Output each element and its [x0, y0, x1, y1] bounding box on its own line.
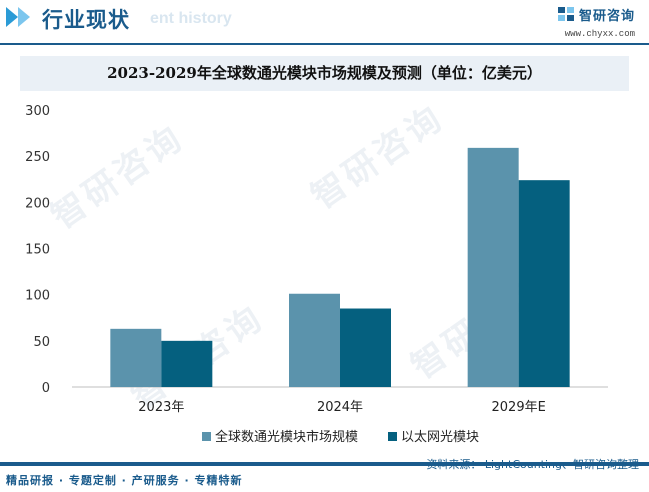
x-tick-label: 2024年 [317, 400, 363, 415]
page-footer: 精品研报 · 专题定制 · 产研服务 · 专精特新 [0, 462, 649, 492]
bar-market-size-0 [110, 328, 162, 387]
bar-market-size-2 [467, 147, 519, 387]
y-tick-label: 200 [25, 196, 50, 211]
y-tick-label: 250 [25, 150, 50, 165]
bar-market-size-1 [289, 293, 340, 387]
site-url[interactable]: www.chyxx.com [564, 29, 635, 39]
bar-ethernet-2 [518, 180, 570, 387]
chart-title-box: 2023-2029年全球数通光模块市场规模及预测（单位：亿美元） [20, 56, 629, 91]
x-tick-label: 2023年 [138, 400, 184, 415]
chart-title: 2023-2029年全球数通光模块市场规模及预测（单位：亿美元） [107, 64, 542, 82]
brand-logo-icon [557, 7, 574, 21]
legend-swatch [202, 432, 211, 441]
chevron-right-icon [6, 7, 18, 27]
footer-rule [0, 462, 649, 466]
brand: 智研咨询 [557, 5, 635, 24]
legend-label: 全球数通光模块市场规模 [215, 429, 358, 445]
y-tick-label: 150 [25, 243, 50, 258]
y-tick-label: 50 [33, 335, 50, 350]
bar-ethernet-1 [340, 308, 391, 387]
y-tick-label: 0 [42, 381, 50, 396]
legend-label: 以太网光模块 [401, 430, 479, 445]
footer-slogan: 精品研报 · 专题定制 · 产研服务 · 专精特新 [6, 474, 243, 487]
page-header: 行业现状 ent history 智研咨询 www.chyxx.com [0, 0, 649, 45]
bar-chart: 0 50 100 150 200 250 300 2023年 2024年 2029年E 全球数通光模… [25, 104, 608, 445]
header-rule [0, 43, 649, 45]
chevron-right-icon [18, 7, 30, 27]
section-title: 行业现状 [42, 8, 130, 32]
bar-ethernet-0 [161, 340, 213, 387]
legend-swatch [388, 432, 397, 441]
y-tick-label: 300 [25, 104, 50, 119]
x-tick-label: 2029年E [492, 400, 546, 415]
brand-name: 智研咨询 [578, 8, 635, 24]
y-tick-label: 100 [25, 289, 50, 304]
section-subtitle-ghost: ent history [150, 10, 232, 27]
